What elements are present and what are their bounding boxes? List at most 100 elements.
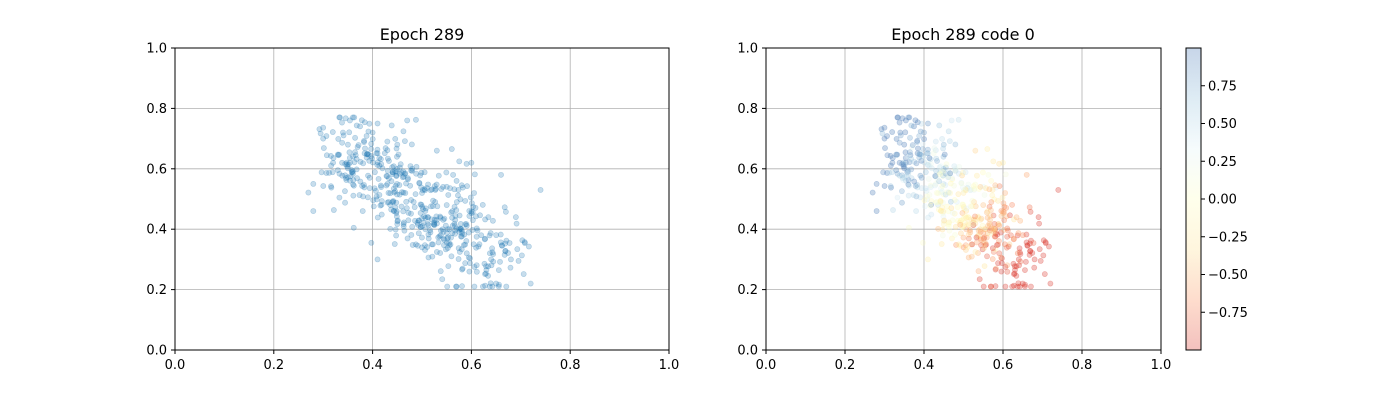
axes-right-border	[765, 47, 1162, 351]
scatter-point	[344, 174, 351, 181]
x-tick-label: 0.8	[1072, 358, 1093, 373]
scatter-point-colored	[904, 169, 911, 176]
scatter-point	[488, 256, 495, 263]
scatter-point-colored	[992, 228, 999, 235]
scatter-point	[422, 226, 429, 233]
scatter-point-colored	[1011, 271, 1017, 277]
scatter-point-colored	[952, 141, 959, 148]
scatter-point	[408, 141, 415, 148]
scatter-point	[422, 247, 428, 253]
scatter-point-colored	[889, 159, 896, 166]
scatter-point	[413, 163, 420, 170]
scatter-point	[391, 208, 397, 214]
scatter-point-colored	[941, 217, 948, 224]
scatter-point-colored	[937, 198, 944, 205]
scatter-point	[441, 215, 448, 222]
scatter-point-colored	[905, 168, 912, 175]
scatter-point	[377, 182, 384, 189]
scatter-point-colored	[1016, 262, 1022, 269]
scatter-point-colored	[1014, 232, 1021, 239]
scatter-point-colored	[972, 147, 979, 154]
scatter-point	[374, 256, 381, 263]
x-tick-label: 1.0	[659, 358, 680, 373]
scatter-point	[453, 177, 460, 184]
scatter-point	[458, 226, 465, 233]
scatter-point	[473, 225, 480, 232]
scatter-point	[446, 226, 453, 233]
scatter-point	[458, 246, 465, 253]
scatter-point	[389, 169, 396, 175]
scatter-point-colored	[1030, 240, 1037, 246]
scatter-point-colored	[881, 183, 888, 189]
scatter-point	[386, 158, 392, 164]
scatter-point	[366, 185, 373, 192]
scatter-point-colored	[914, 181, 920, 188]
scatter-point	[480, 283, 486, 290]
scatter-point-colored	[932, 182, 938, 189]
scatter-point-colored	[991, 233, 998, 240]
scatter-point	[400, 168, 407, 175]
scatter-point	[408, 197, 414, 203]
scatter-point-colored	[983, 209, 990, 216]
scatter-point-colored	[926, 192, 933, 198]
scatter-point	[433, 213, 440, 220]
scatter-point	[482, 216, 489, 223]
scatter-point	[499, 242, 506, 249]
scatter-point	[431, 222, 438, 228]
scatter-point-colored	[984, 253, 990, 260]
scatter-point	[456, 226, 463, 233]
scatter-point-colored	[906, 159, 913, 166]
scatter-point-colored	[884, 133, 890, 139]
scatter-point	[408, 210, 414, 217]
scatter-point-colored	[996, 250, 1003, 257]
scatter-point	[421, 186, 428, 193]
scatter-point-colored	[942, 191, 949, 198]
scatter-point	[431, 221, 437, 228]
scatter-point	[443, 246, 449, 253]
scatter-point	[478, 232, 485, 239]
scatter-point	[441, 236, 447, 243]
scatter-point	[373, 196, 380, 203]
scatter-point-colored	[962, 242, 969, 249]
scatter-point-colored	[940, 181, 947, 187]
scatter-point-colored	[899, 115, 906, 122]
scatter-point-colored	[972, 213, 978, 220]
scatter-point	[495, 267, 502, 273]
scatter-point-colored	[975, 268, 982, 275]
scatter-point	[375, 176, 382, 182]
scatter-point	[428, 241, 435, 248]
scatter-point	[310, 208, 317, 214]
scatter-point	[330, 155, 337, 161]
scatter-point	[396, 164, 403, 171]
scatter-point	[396, 170, 403, 177]
scatter-point	[441, 242, 447, 249]
scatter-point-colored	[905, 177, 912, 183]
scatter-point-colored	[945, 168, 952, 175]
scatter-point-colored	[893, 152, 900, 159]
scatter-point	[320, 124, 327, 131]
scatter-point	[350, 181, 356, 188]
scatter-point-colored	[937, 198, 944, 204]
scatter-point-colored	[949, 217, 956, 224]
scatter-point-colored	[890, 207, 896, 213]
scatter-point	[446, 242, 453, 249]
scatter-point	[482, 235, 488, 242]
scatter-point-colored	[1027, 248, 1033, 255]
scatter-point	[437, 227, 444, 234]
scatter-point-colored	[998, 268, 1005, 275]
colorbar: 0.75 0.50 0.25 0.00 −0.25 −0.50 −0.75	[1185, 47, 1248, 351]
scatter-point	[464, 183, 470, 190]
scatter-point-colored	[913, 193, 920, 200]
scatter-point-colored	[963, 205, 970, 212]
scatter-point	[463, 238, 470, 244]
x-tick-label: 0.4	[362, 358, 383, 373]
scatter-point-colored	[946, 227, 953, 234]
ticks-right: 0.0 0.2 0.4 0.6 0.8 1.0 0.0 0.2 0.4 0.6 0.8 1.0	[737, 42, 1171, 374]
scatter-point-colored	[1010, 236, 1017, 243]
scatter-point-colored	[969, 197, 976, 204]
scatter-point-colored	[906, 114, 913, 121]
y-tick-label: 0.8	[146, 102, 167, 117]
scatter-point-colored	[1036, 246, 1043, 253]
scatter-point-colored	[944, 203, 951, 210]
scatter-point-colored	[1022, 258, 1029, 265]
